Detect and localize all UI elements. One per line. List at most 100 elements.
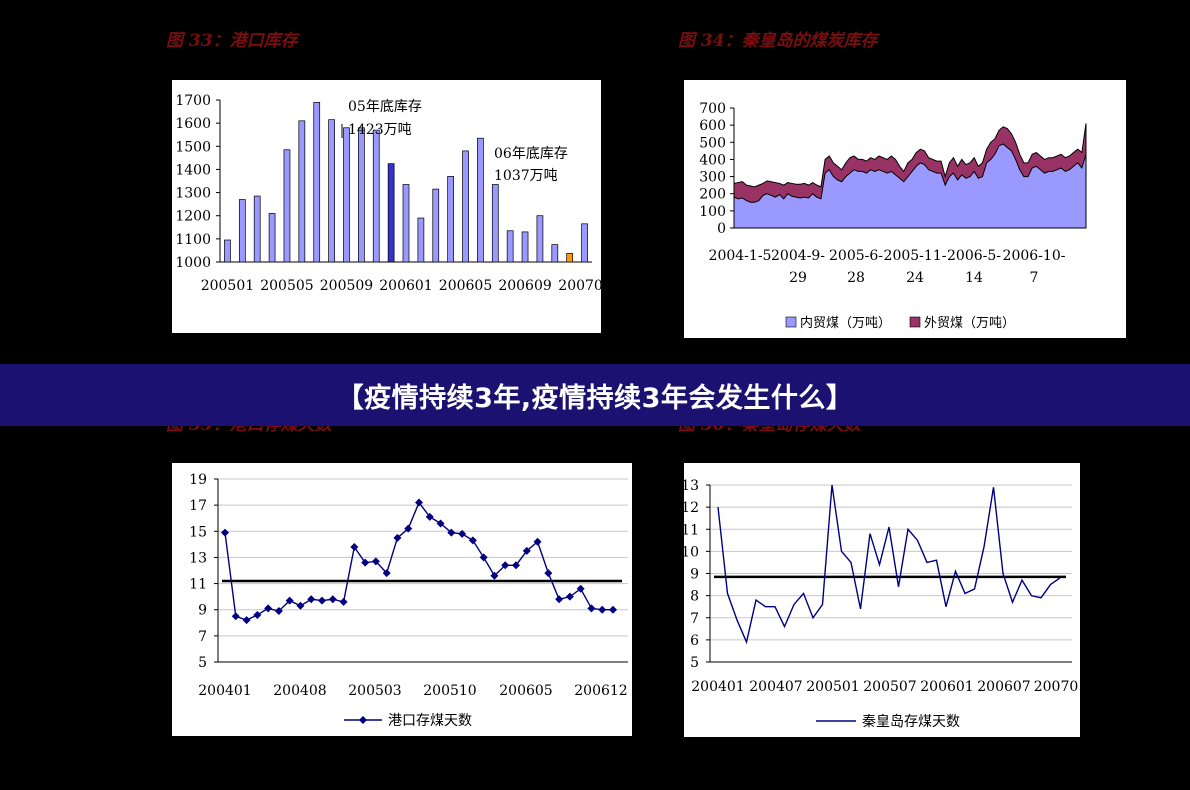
y-tick-label: 200 xyxy=(699,187,726,203)
series-line xyxy=(717,484,1061,645)
y-tick-label: 8 xyxy=(690,589,699,605)
bar xyxy=(432,188,440,263)
legend-label: 港口存煤天数 xyxy=(388,713,472,729)
x-tick-label: 20070 xyxy=(1034,679,1079,695)
x-tick-label: 200503 xyxy=(348,683,401,699)
y-tick-label: 1500 xyxy=(175,139,211,155)
x-tick-label-line1: 2004-9- xyxy=(771,248,825,264)
y-tick-label: 1100 xyxy=(175,232,211,248)
annotation-06-line1: 06年底库存 xyxy=(494,146,568,162)
data-point xyxy=(296,601,305,610)
bar xyxy=(462,150,469,263)
x-tick-label: 200509 xyxy=(320,278,373,294)
data-point xyxy=(447,528,456,537)
headline-text: 【疫情持续3年,疫情持续3年会发生什么】 xyxy=(336,382,854,414)
fig34-panel: 0 100 200 300 400 500 600 700 2004-1-5 2004-9- 29 2… xyxy=(684,80,1126,338)
x-tick-label: 200501 xyxy=(201,278,254,294)
x-tick-label: 200507 xyxy=(863,679,916,695)
x-tick-label-line2: 29 xyxy=(789,270,807,286)
y-tick-label: 7 xyxy=(690,611,699,627)
headline-banner: 【疫情持续3年,疫情持续3年会发生什么】 xyxy=(0,364,1190,426)
y-tick-label: 6 xyxy=(690,633,699,649)
x-tick-label: 200609 xyxy=(498,278,551,294)
x-tick-label: 200601 xyxy=(920,679,973,695)
y-tick-label: 9 xyxy=(690,567,699,583)
bar xyxy=(298,120,306,263)
y-tick-label: 11 xyxy=(684,522,699,538)
y-tick-label: 13 xyxy=(189,550,207,566)
y-tick-label: 600 xyxy=(699,118,726,134)
x-tick-label-line1: 2006-10- xyxy=(1003,248,1066,264)
y-tick-label: 15 xyxy=(189,524,207,540)
legend-marker xyxy=(359,716,367,724)
x-tick-label: 200408 xyxy=(273,683,326,699)
bar xyxy=(477,137,484,263)
data-point xyxy=(307,595,316,604)
y-tick-label: 400 xyxy=(699,152,726,168)
x-tick-label-line1: 2004-1-5 xyxy=(709,248,772,264)
fig34-title: 图 34：秦皇岛的煤炭库存 xyxy=(678,31,878,51)
data-point xyxy=(328,595,337,604)
y-tick-label: 9 xyxy=(198,603,207,619)
y-tick-label: 1700 xyxy=(175,93,211,109)
bar xyxy=(313,101,321,263)
data-point xyxy=(458,529,467,538)
data-point xyxy=(350,542,359,551)
bar xyxy=(551,244,559,263)
bar xyxy=(372,129,380,263)
y-tick-label: 7 xyxy=(198,629,207,645)
y-tick-label: 500 xyxy=(699,135,726,151)
y-tick-label: 1000 xyxy=(175,255,211,271)
series-inner-area xyxy=(733,143,1087,229)
data-point xyxy=(274,607,283,616)
data-point xyxy=(479,553,488,562)
y-tick-label: 100 xyxy=(699,204,726,220)
y-tick-label: 10 xyxy=(684,544,699,560)
bar xyxy=(417,217,425,263)
y-tick-label: 11 xyxy=(189,577,207,593)
data-point xyxy=(253,610,262,619)
data-point xyxy=(371,557,380,566)
bar xyxy=(402,184,410,263)
fig36-panel: 5 6 7 8 9 10 11 12 13 200401 200407 200501 200507 200… xyxy=(684,463,1080,737)
data-point xyxy=(318,596,326,605)
data-point xyxy=(512,561,520,570)
annotation-06-line2: 1037万吨 xyxy=(494,168,558,184)
data-point xyxy=(555,595,564,604)
data-point xyxy=(231,612,240,621)
x-tick-label-line1: 2006-5- xyxy=(947,248,1001,264)
data-point xyxy=(522,546,531,555)
data-point xyxy=(404,524,413,533)
legend-swatch-inner xyxy=(785,316,797,328)
legend-swatch-outer xyxy=(909,316,921,328)
data-point xyxy=(415,498,423,507)
x-tick-label-line2: 28 xyxy=(847,270,865,286)
fig33-title: 图 33：港口库存 xyxy=(166,31,298,51)
data-point xyxy=(565,592,574,601)
data-point xyxy=(576,584,585,593)
x-tick-label-line1: 2005-11- xyxy=(884,248,947,264)
x-tick-label-line2: 24 xyxy=(906,270,924,286)
data-point xyxy=(264,604,273,613)
x-tick-label: 200407 xyxy=(749,679,802,695)
y-tick-label: 1300 xyxy=(175,186,211,202)
fig35-chart: 5 7 9 11 13 15 17 19 200401 200408 200503 200510 200… xyxy=(189,472,628,729)
y-tick-label: 1200 xyxy=(175,209,211,225)
bar xyxy=(581,223,588,263)
bar xyxy=(343,127,350,263)
x-tick-label: 200510 xyxy=(423,683,476,699)
x-tick-label: 200612 xyxy=(574,683,627,699)
legend-label-inner: 内贸煤（万吨） xyxy=(800,315,891,331)
data-point xyxy=(436,519,445,528)
bar xyxy=(491,184,499,263)
x-tick-label: 200605 xyxy=(499,683,552,699)
bar xyxy=(268,213,276,263)
fig33-panel: 1000 1100 1200 1300 1400 1500 1600 1700 200501 20… xyxy=(172,80,601,333)
bar xyxy=(566,253,574,263)
bar xyxy=(536,215,544,263)
x-tick-label: 200601 xyxy=(379,278,432,294)
data-point xyxy=(468,536,477,545)
x-tick-label-line2: 7 xyxy=(1030,270,1039,286)
